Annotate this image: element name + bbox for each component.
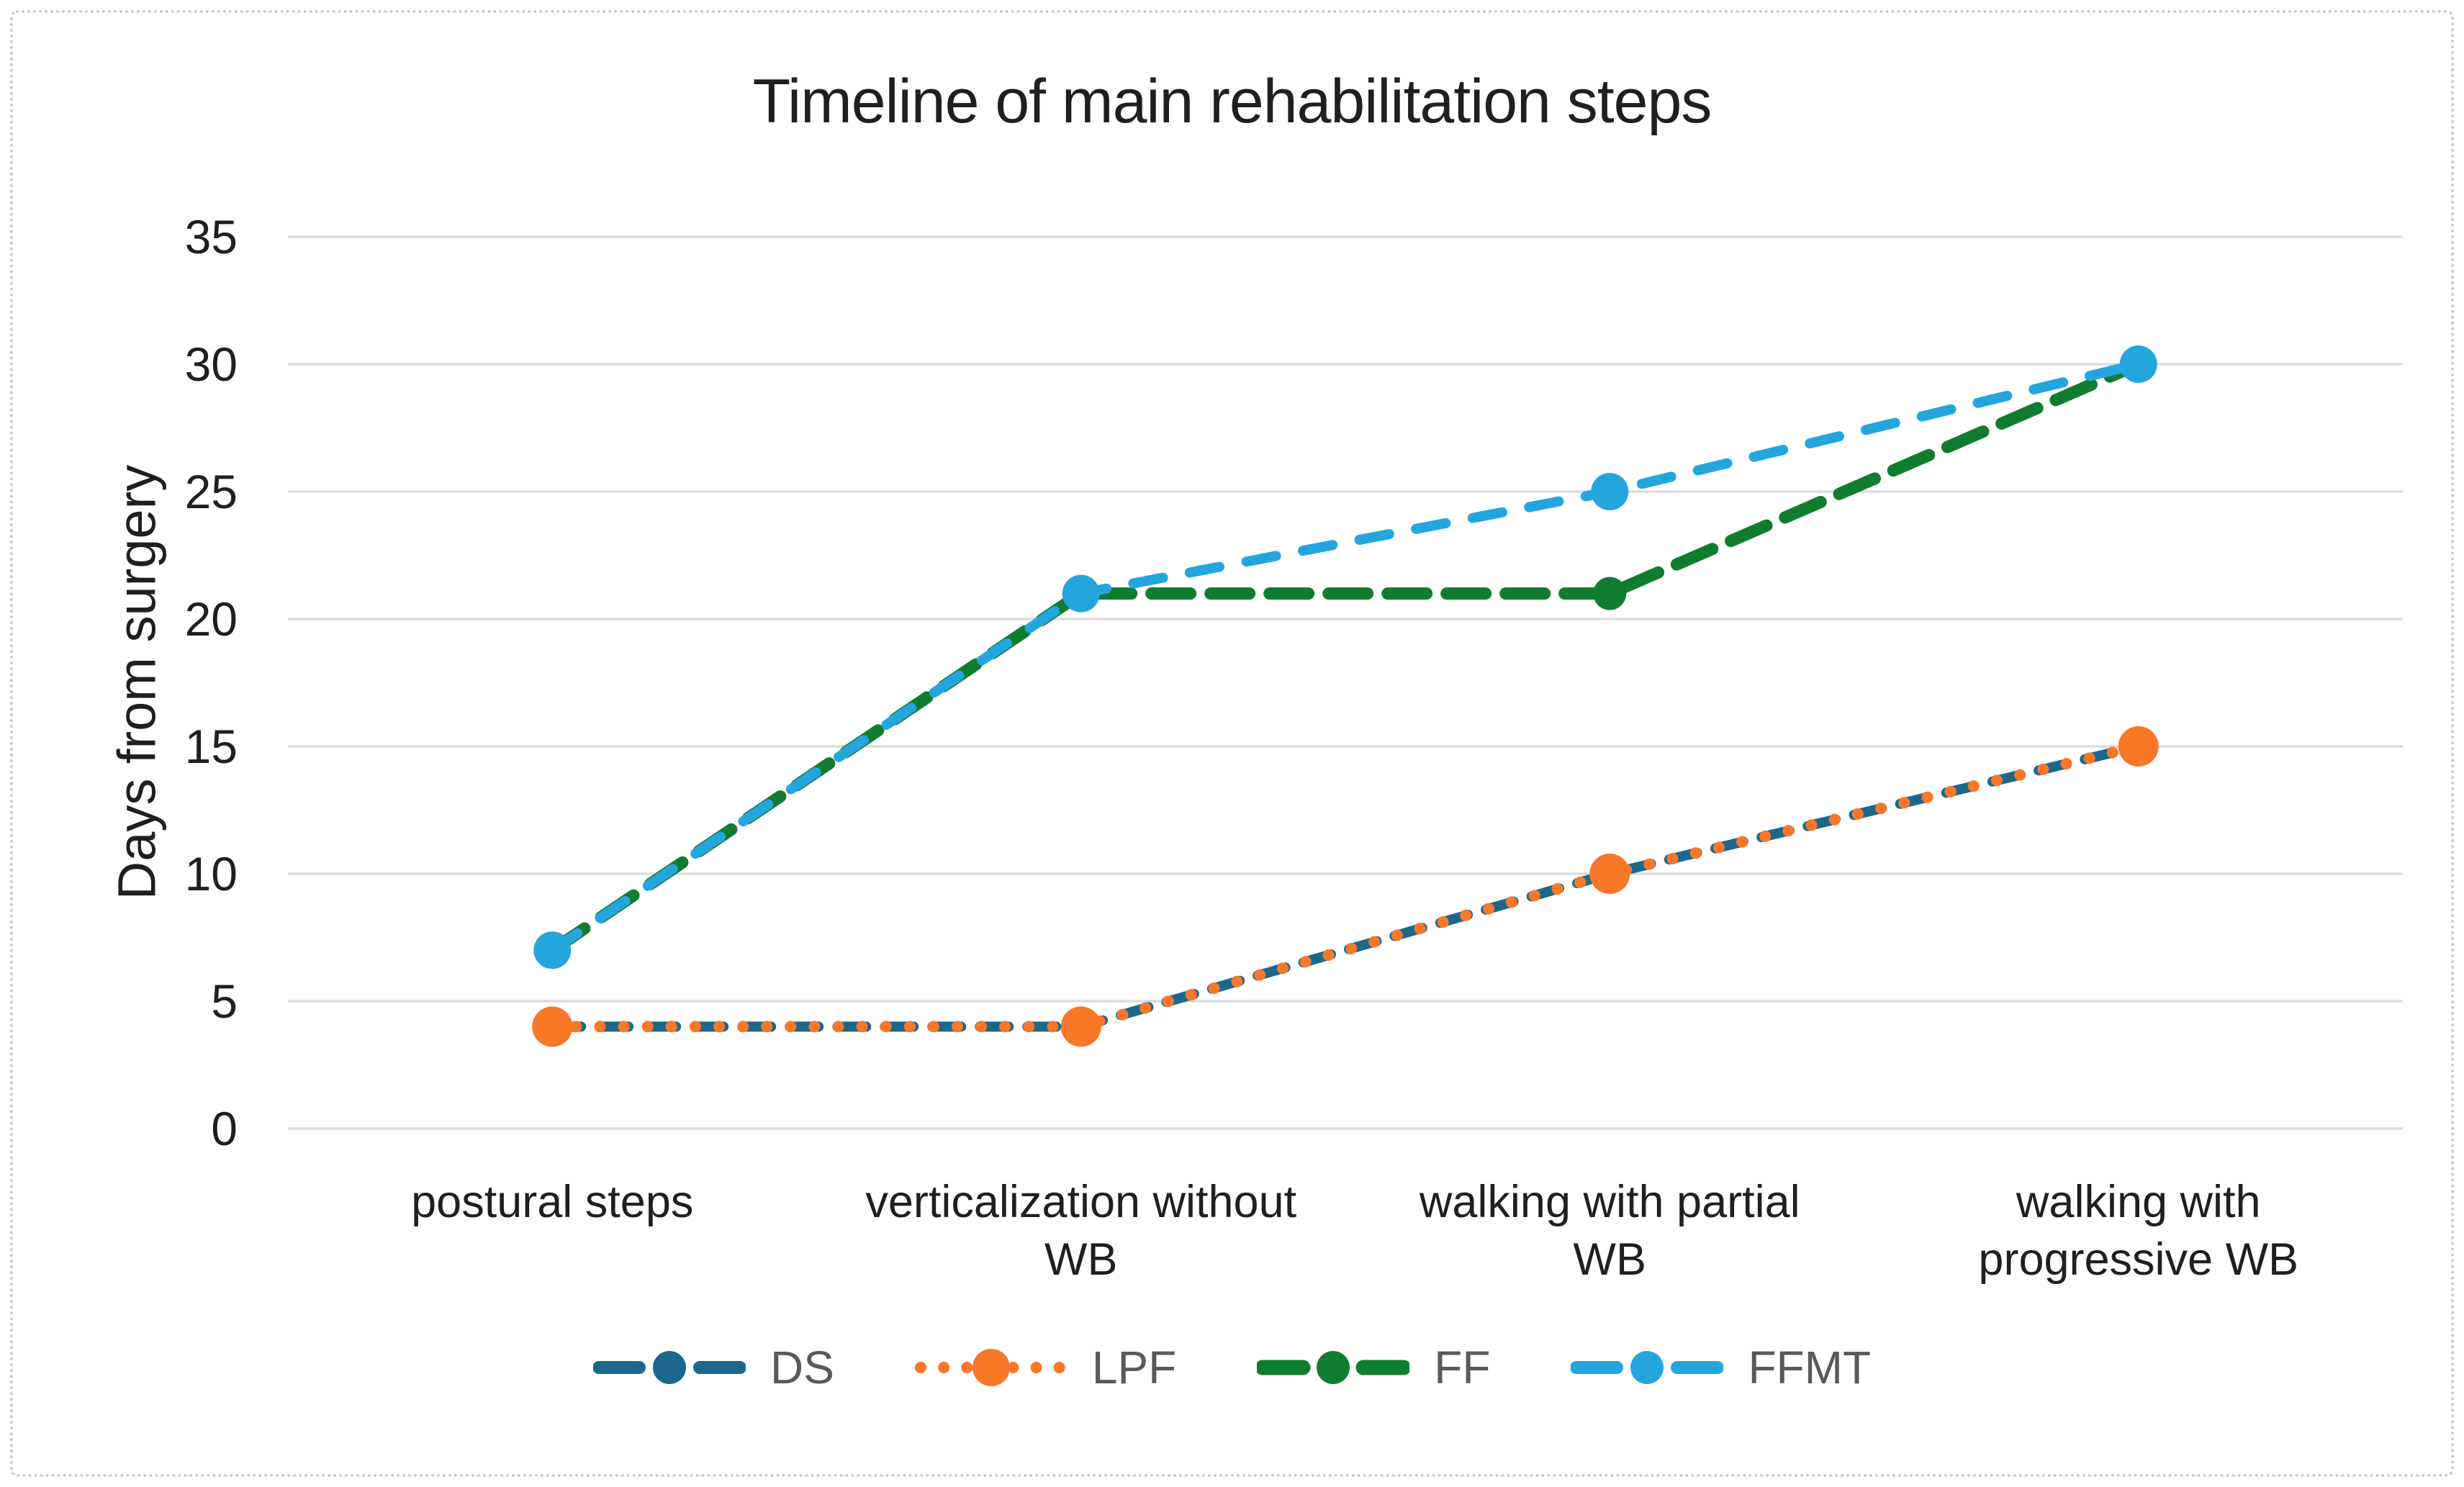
y-tick-label: 25 xyxy=(184,465,238,518)
x-category-label-line: WB xyxy=(1573,1234,1646,1285)
y-tick-label: 5 xyxy=(211,975,238,1028)
legend-label-DS: DS xyxy=(770,1342,834,1393)
x-category-label-line: postural steps xyxy=(411,1177,694,1227)
series-marker-LPF-walking with partial WB xyxy=(1589,854,1630,894)
legend-swatch-icon-FF xyxy=(1257,1351,1410,1384)
page-border xyxy=(10,10,2454,1477)
legend-swatch-icon-LPF xyxy=(914,1349,1068,1386)
legend-label-FF: FF xyxy=(1434,1342,1491,1393)
series-marker-FFMT-walking with progressive WB xyxy=(2119,345,2157,383)
x-category-label-2: verticalization without WB xyxy=(865,1173,1296,1288)
y-tick-label: 30 xyxy=(184,338,238,391)
x-category-label-line: WB xyxy=(1044,1234,1118,1285)
x-category-label-line: progressive WB xyxy=(1978,1234,2299,1285)
y-tick-label: 15 xyxy=(184,720,238,773)
series-marker-LPF-walking with progressive WB xyxy=(2118,726,2159,767)
series-marker-FFMT-verticalization without WB xyxy=(1062,574,1100,613)
series-marker-FFMT-walking with partial WB xyxy=(1591,473,1629,510)
series-line-FF xyxy=(546,358,2145,957)
y-tick-label: 35 xyxy=(184,210,238,263)
x-category-label-line: verticalization without xyxy=(865,1177,1297,1227)
legend-swatch-icon-DS xyxy=(592,1351,746,1384)
series-marker-LPF-verticalization without WB xyxy=(1060,1006,1101,1047)
series-line-FFMT xyxy=(547,359,2144,956)
x-category-label-3: walking with partial WB xyxy=(1420,1173,1800,1288)
x-category-label-line: walking with xyxy=(2016,1177,2261,1227)
chart-title: Timeline of main rehabilitation steps xyxy=(752,67,1712,136)
series-marker-LPF-postural steps xyxy=(532,1006,573,1047)
y-tick-label: 20 xyxy=(184,592,238,646)
x-category-label-1: postural steps xyxy=(411,1173,693,1231)
legend-item-FFMT: FFMT xyxy=(1571,1340,1871,1395)
legend-swatch-icon-FFMT xyxy=(1571,1351,1724,1384)
legend-item-LPF: LPF xyxy=(914,1340,1177,1395)
legend-label-LPF: LPF xyxy=(1091,1342,1177,1393)
series-line-LPF xyxy=(546,741,2144,1033)
x-category-label-4: walking with progressive WB xyxy=(1978,1173,2298,1288)
legend-item-FF: FF xyxy=(1257,1340,1490,1395)
legend: DS LPF FF FFMT xyxy=(0,1340,2464,1395)
series-marker-FFMT-postural steps xyxy=(533,931,572,970)
y-tick-label: 10 xyxy=(184,847,238,900)
series-marker-FF-walking with partial WB xyxy=(1593,577,1627,610)
y-tick-label: 0 xyxy=(211,1102,238,1155)
legend-label-FFMT: FFMT xyxy=(1748,1342,1872,1393)
legend-item-DS: DS xyxy=(592,1340,834,1395)
x-category-label-line: walking with partial xyxy=(1419,1177,1800,1227)
